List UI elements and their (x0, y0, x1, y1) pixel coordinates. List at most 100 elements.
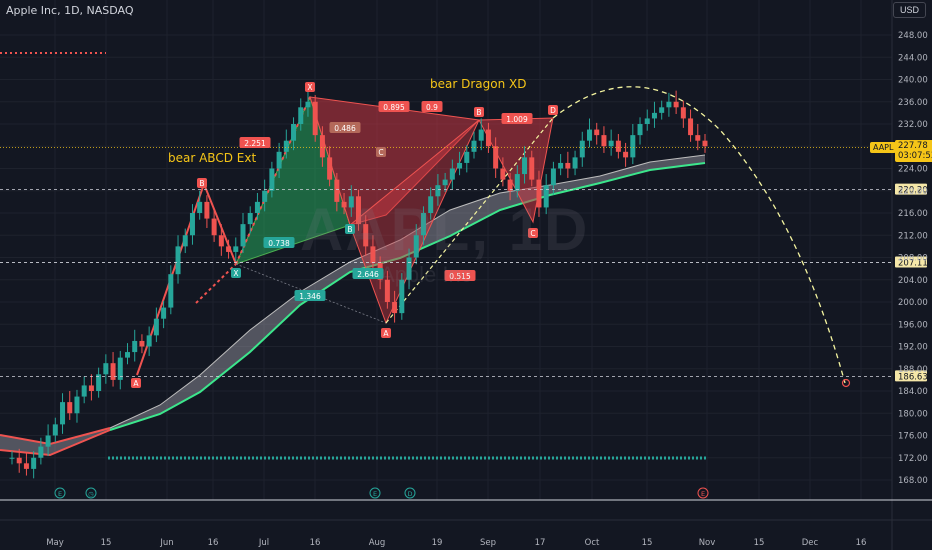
candle-body (81, 385, 87, 397)
pattern-point-marker (131, 378, 141, 388)
candle-body (262, 190, 268, 202)
candle-body (442, 179, 448, 186)
ratio-tag-bg (501, 113, 533, 124)
pattern-point-marker (548, 105, 558, 115)
candle-body (197, 201, 203, 213)
x-tick-label: Nov (699, 538, 716, 548)
candle-body (464, 151, 470, 163)
ratio-tag-text: 0.515 (449, 272, 471, 281)
candle-body (449, 168, 455, 180)
candle-body (226, 246, 232, 252)
ratio-tag-text: 1.346 (299, 292, 321, 301)
candle-body (406, 257, 412, 280)
candle-body (623, 151, 629, 158)
pattern-point-label: A (133, 379, 139, 388)
x-tick-label: 16 (208, 538, 219, 548)
candle-body (637, 124, 643, 136)
dragon-pattern-label: bear Dragon XD (430, 77, 527, 91)
pattern-point-marker (376, 147, 386, 157)
event-icon-label: ◷ (88, 490, 94, 498)
ratio-tag-bg (239, 137, 271, 148)
candle-body (327, 157, 333, 180)
candle-body (666, 101, 672, 108)
y-tick-label: 180.00 (898, 409, 928, 419)
candle-body (659, 107, 665, 113)
candle-body (399, 279, 405, 314)
y-tick-label: 212.00 (898, 231, 928, 241)
candle-body (587, 129, 592, 141)
pattern-point-marker (528, 228, 538, 238)
ratio-tag-text: 1.009 (506, 115, 528, 124)
candle-body (493, 146, 499, 169)
candle-body (522, 157, 528, 175)
last-price-tag: 227.78 03:07:53 (895, 140, 932, 162)
candle-body (161, 307, 167, 319)
x-tick-label: 19 (432, 538, 443, 548)
ma-upper-line (109, 154, 706, 429)
candle-body (233, 246, 239, 252)
candle-body (175, 246, 181, 275)
candle-body (543, 185, 549, 208)
ma-lower-line-green (109, 162, 706, 431)
y-tick-label: 240.00 (898, 76, 928, 86)
level-tag-text: 220.20 (898, 186, 928, 196)
ratio-tag-bg (444, 270, 476, 281)
level-tag-bg (895, 370, 927, 382)
candle-body (312, 101, 318, 136)
y-tick-label: 168.00 (898, 476, 928, 486)
level-tag-text: 186.63 (898, 372, 928, 382)
candle-body (153, 318, 159, 336)
x-tick-label: Dec (802, 538, 819, 548)
y-tick-label: 200.00 (898, 298, 928, 308)
candle-body (384, 279, 390, 302)
x-tick-label: 17 (535, 538, 546, 548)
candle-body (428, 196, 434, 213)
candle-body (594, 129, 600, 136)
pattern-point-label: X (233, 269, 238, 278)
candle-body (457, 162, 463, 169)
currency-button[interactable]: USD (893, 2, 926, 18)
candle-body (67, 402, 73, 414)
y-tick-label: 224.00 (898, 165, 928, 175)
candle-body (168, 274, 174, 308)
candle-body (204, 201, 210, 219)
ratio-tag-bg (421, 101, 443, 112)
candle-body (291, 124, 297, 141)
x-tick-label: May (46, 538, 64, 548)
ratio-tag-text: 0.486 (334, 124, 356, 133)
candle-body (132, 340, 138, 353)
y-tick-label: 236.00 (898, 98, 928, 108)
candle-body (392, 302, 398, 314)
candle-body (117, 357, 123, 380)
symbol-title[interactable]: Apple Inc, 1D, NASDAQ (6, 4, 134, 17)
candle-body (507, 179, 513, 191)
candle-body (413, 235, 419, 258)
ratio-tag-bg (263, 237, 295, 248)
candle-body (125, 352, 130, 358)
candle-body (9, 457, 15, 459)
candle-body (139, 340, 145, 347)
candle-body (74, 396, 80, 414)
chart-grid (0, 0, 892, 500)
ratio-tag-text: 0.9 (426, 103, 438, 112)
y-tick-label: 184.00 (898, 387, 928, 397)
pattern-point-label: D (550, 106, 556, 115)
candle-body (536, 179, 542, 208)
last-price-countdown: 03:07:53 (898, 151, 932, 161)
projection-target-marker (841, 378, 851, 388)
level-tag-bg (895, 183, 927, 195)
candle-body (644, 118, 650, 124)
y-tick-label: 172.00 (898, 454, 928, 464)
event-icon (54, 487, 66, 499)
candle-body (435, 185, 441, 197)
pattern-point-label: X (307, 83, 312, 92)
candle-body (579, 140, 585, 158)
candle-body (305, 101, 311, 108)
candle-body (254, 201, 260, 213)
pattern-point-marker (305, 82, 315, 92)
pattern-point-marker (474, 107, 484, 117)
event-icon (697, 487, 709, 499)
level-tag-bg (895, 256, 927, 268)
candle-body (189, 213, 195, 236)
